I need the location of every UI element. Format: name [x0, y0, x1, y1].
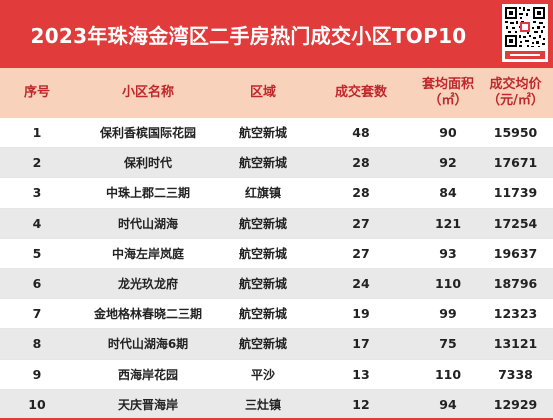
- cell-avg-price: 19637: [493, 245, 538, 261]
- table-row: 7 金地格林春晓二三期 航空新城 19 99 12323: [0, 299, 553, 330]
- cell-deals: 19: [352, 306, 370, 322]
- cell-area: 航空新城: [238, 307, 287, 322]
- cell-name: 金地格林春晓二三期: [93, 307, 202, 322]
- cell-avg-size: 110: [434, 276, 462, 292]
- cell-deals: 13: [352, 366, 370, 382]
- cell-name: 时代山湖海: [117, 216, 178, 231]
- header-rank: 序号: [23, 85, 50, 100]
- cell-area: 航空新城: [238, 156, 287, 171]
- cell-deals: 28: [352, 155, 370, 171]
- cell-deals: 12: [352, 396, 370, 412]
- header-avg-size: 套均面积 （㎡）: [421, 77, 474, 108]
- cell-rank: 7: [32, 306, 42, 322]
- cell-avg-size: 84: [439, 185, 457, 201]
- page-title: 2023年珠海金湾区二手房热门成交小区TOP10: [30, 23, 467, 48]
- cell-deals: 17: [352, 336, 370, 352]
- cell-area: 航空新城: [238, 216, 287, 231]
- table-row: 3 中珠上郡二三期 红旗镇 28 84 11739: [0, 178, 553, 209]
- cell-rank: 1: [32, 125, 42, 141]
- cell-deals: 24: [352, 276, 370, 292]
- cell-avg-size: 94: [439, 396, 457, 412]
- cell-area: 三灶镇: [244, 397, 281, 412]
- cell-avg-price: 13121: [493, 336, 538, 352]
- cell-name: 中珠上郡二三期: [105, 186, 190, 201]
- title-bar: 2023年珠海金湾区二手房热门成交小区TOP10: [0, 0, 553, 68]
- cell-name: 时代山湖海6期: [107, 337, 189, 352]
- cell-avg-size: 99: [439, 306, 457, 322]
- table-row: 8 时代山湖海6期 航空新城 17 75 13121: [0, 329, 553, 360]
- cell-avg-price: 17254: [493, 215, 538, 231]
- cell-avg-price: 18796: [493, 276, 538, 292]
- cell-avg-size: 75: [439, 336, 457, 352]
- cell-avg-size: 92: [439, 155, 457, 171]
- cell-avg-price: 11739: [493, 185, 538, 201]
- bottom-divider: [0, 418, 553, 420]
- table-row: 9 西海岸花园 平沙 13 110 7338: [0, 360, 553, 390]
- cell-name: 中海左岸岚庭: [111, 246, 184, 261]
- cell-rank: 9: [32, 366, 42, 382]
- cell-deals: 48: [352, 125, 370, 141]
- header-deals: 成交套数: [334, 85, 387, 100]
- cell-name: 保利时代: [123, 156, 172, 171]
- cell-area: 航空新城: [238, 277, 287, 292]
- cell-area: 红旗镇: [244, 186, 281, 201]
- cell-avg-size: 90: [439, 125, 457, 141]
- cell-area: 航空新城: [238, 126, 287, 141]
- cell-avg-price: 12929: [493, 396, 538, 412]
- table-row: 5 中海左岸岚庭 航空新城 27 93 19637: [0, 239, 553, 269]
- cell-deals: 27: [352, 245, 370, 261]
- table-row: 10 天庆晋海岸 三灶镇 12 94 12929: [0, 389, 553, 420]
- cell-avg-size: 93: [439, 245, 457, 261]
- cell-rank: 2: [32, 155, 42, 171]
- cell-rank: 8: [32, 336, 42, 352]
- cell-avg-size: 121: [434, 215, 462, 231]
- cell-rank: 5: [32, 245, 42, 261]
- header-area: 区域: [249, 85, 276, 100]
- cell-deals: 27: [352, 215, 370, 231]
- table-row: 4 时代山湖海 航空新城 27 121 17254: [0, 208, 553, 239]
- table-row: 6 龙光玖龙府 航空新城 24 110 18796: [0, 268, 553, 300]
- cell-rank: 3: [32, 185, 42, 201]
- cell-name: 西海岸花园: [117, 367, 178, 382]
- cell-name: 天庆晋海岸: [117, 397, 178, 412]
- cell-area: 航空新城: [238, 246, 287, 261]
- cell-avg-price: 17671: [493, 155, 538, 171]
- cell-rank: 10: [28, 396, 46, 412]
- cell-deals: 28: [352, 185, 370, 201]
- cell-rank: 6: [32, 276, 42, 292]
- table-body: 1 保利香槟国际花园 航空新城 48 90 15950 2 保利时代 航空新城 …: [0, 118, 553, 420]
- table-row: 2 保利时代 航空新城 28 92 17671: [0, 148, 553, 179]
- table-row: 1 保利香槟国际花园 航空新城 48 90 15950: [0, 118, 553, 149]
- cell-name: 龙光玖龙府: [117, 277, 178, 292]
- header-avg-price: 成交均价 （元/㎡）: [487, 77, 544, 108]
- cell-area: 平沙: [250, 367, 275, 382]
- cell-name: 保利香槟国际花园: [99, 126, 196, 141]
- cell-rank: 4: [32, 215, 42, 231]
- cell-avg-price: 15950: [493, 125, 538, 141]
- cell-avg-price: 12323: [493, 306, 538, 322]
- header-community-name: 小区名称: [121, 85, 174, 100]
- cell-avg-size: 110: [434, 366, 462, 382]
- table-header: 序号 小区名称 区域 成交套数 套均面积 （㎡） 成交均价 （元/㎡）: [0, 68, 553, 118]
- cell-area: 航空新城: [238, 337, 287, 352]
- cell-avg-price: 7338: [498, 366, 533, 382]
- qr-code-icon: [502, 4, 548, 62]
